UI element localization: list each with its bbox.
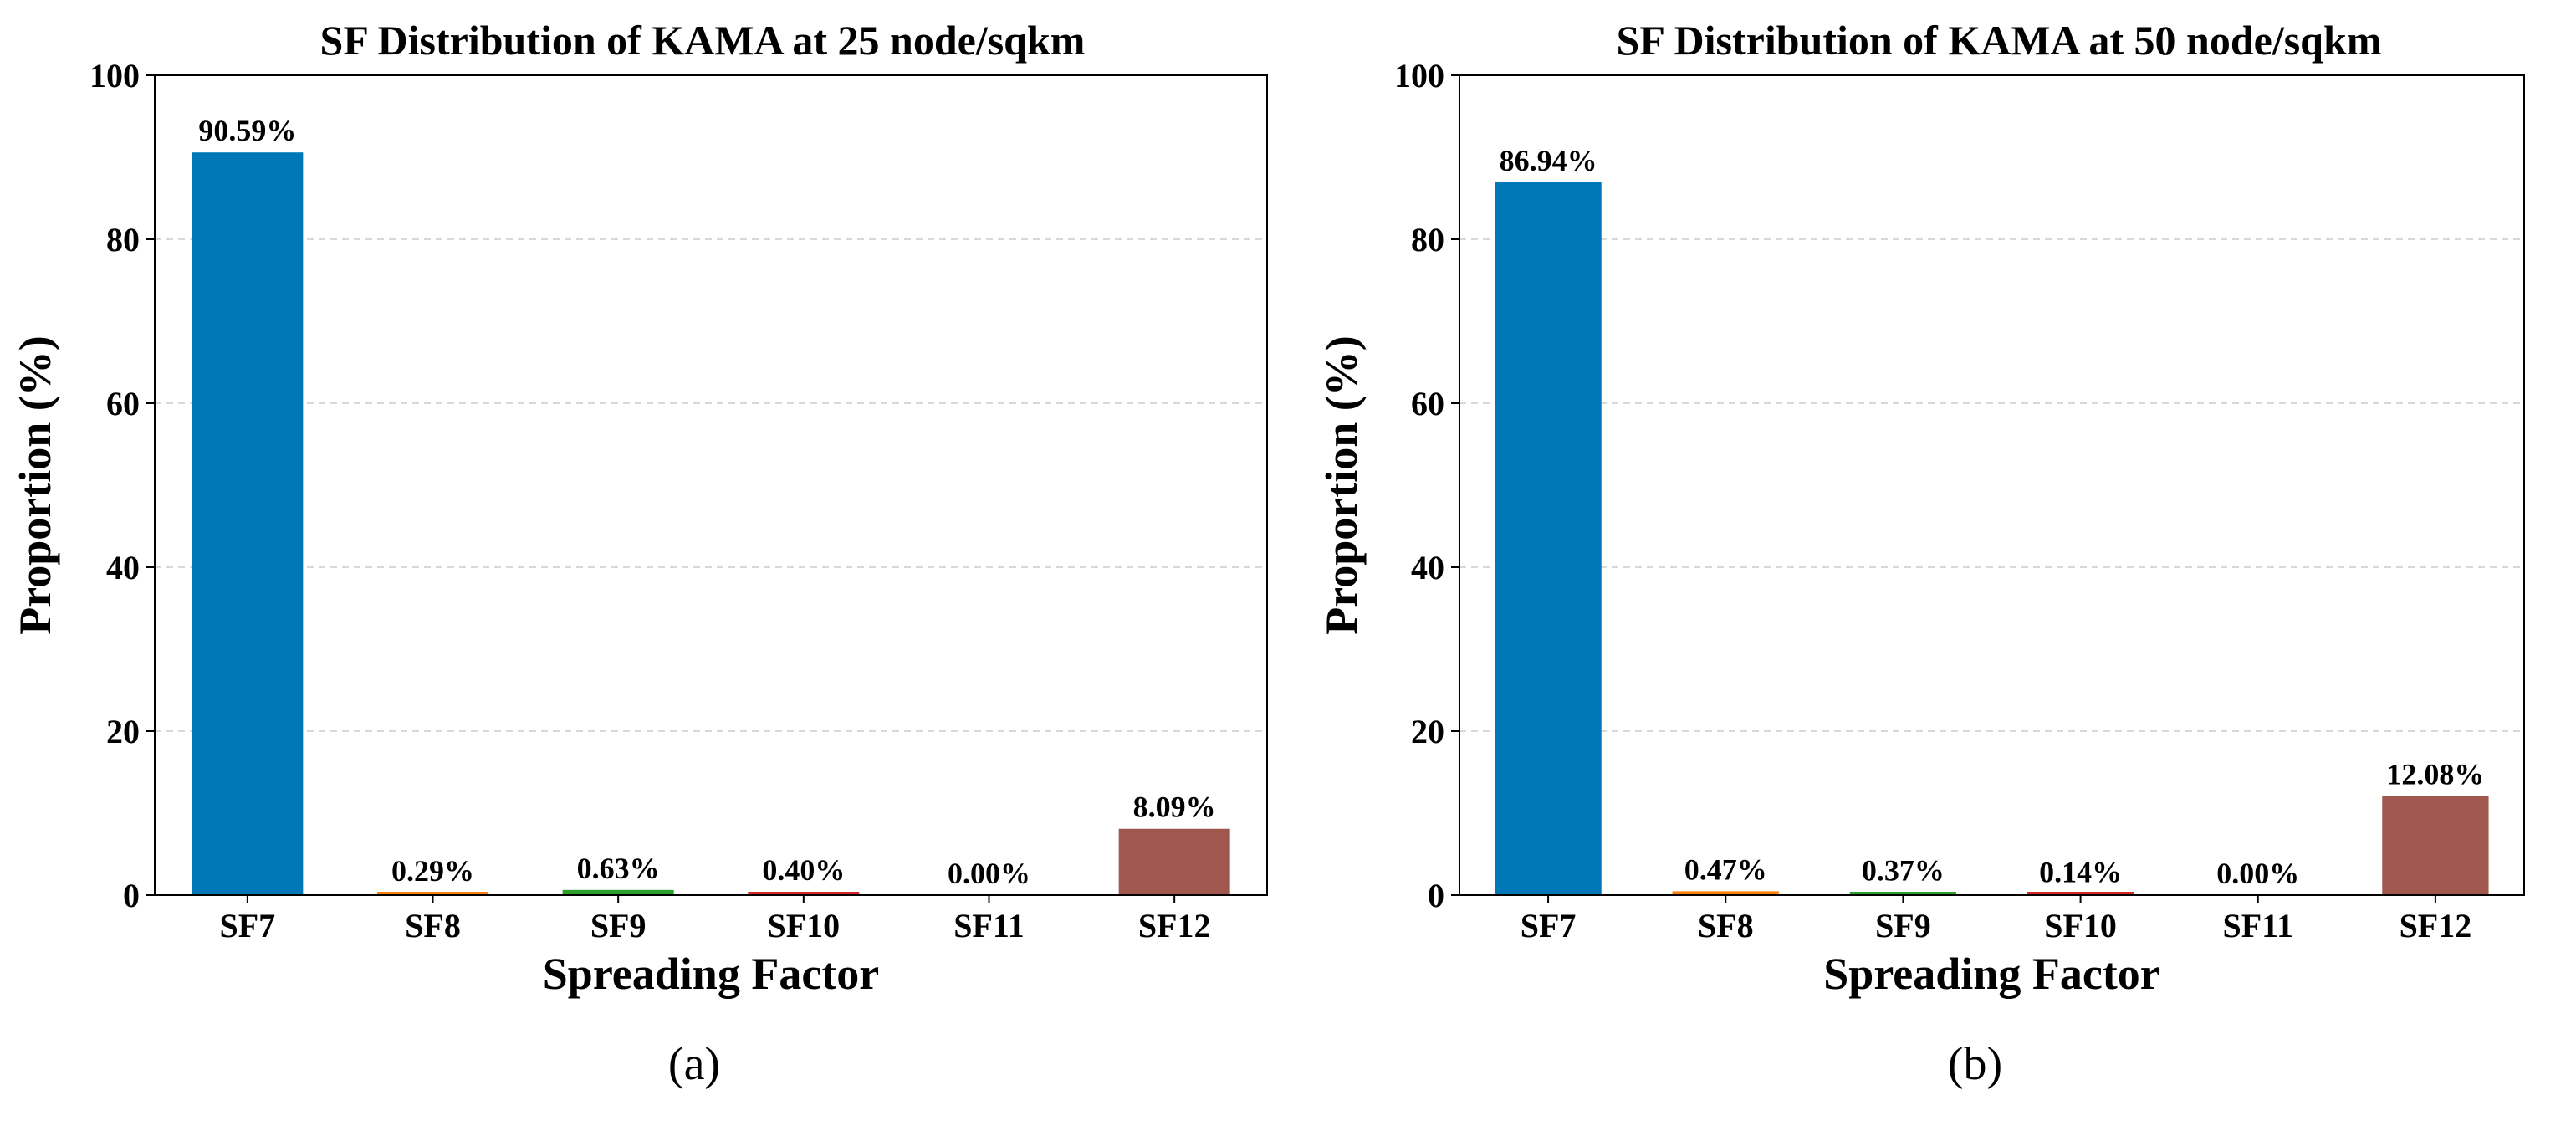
bar-sf10 xyxy=(748,892,860,895)
x-tick-label: SF7 xyxy=(1521,907,1577,944)
x-tick-label: SF10 xyxy=(2044,907,2117,944)
panel-label: (b) xyxy=(1948,1038,2002,1090)
plot-frame xyxy=(154,74,1268,896)
data-label: 86.94% xyxy=(1500,144,1597,177)
x-tick-label: SF12 xyxy=(2400,907,2472,944)
x-tick-label: SF11 xyxy=(2223,907,2293,944)
x-tick-label: SF11 xyxy=(953,907,1024,944)
chart-panel-a: 90.59% SF7 0.29% SF8 0.63% SF9 0.40% SF10 0.00% S… xyxy=(10,17,1268,1090)
chart-title: SF Distribution of KAMA at 25 node/sqkm xyxy=(320,17,1086,64)
plot-frame xyxy=(1459,74,2525,896)
y-tick-label: 60 xyxy=(106,385,140,422)
y-tick-label: 60 xyxy=(1411,385,1444,422)
bar-sf7 xyxy=(192,152,304,895)
x-tick-label: SF10 xyxy=(767,907,840,944)
y-tick-label: 80 xyxy=(106,221,140,258)
y-tick-label: 20 xyxy=(1411,713,1444,750)
data-label: 0.47% xyxy=(1684,852,1767,886)
data-label: 0.63% xyxy=(577,852,660,885)
data-label: 0.00% xyxy=(2216,857,2299,890)
x-tick-label: SF9 xyxy=(590,907,647,944)
x-tick-label: SF8 xyxy=(1698,907,1754,944)
data-label: 8.09% xyxy=(1133,791,1216,824)
bar-sf7 xyxy=(1495,182,1602,895)
x-tick-label: SF9 xyxy=(1875,907,1931,944)
bar-sf12 xyxy=(2382,796,2489,895)
data-label: 0.40% xyxy=(762,853,845,887)
x-tick-label: SF8 xyxy=(405,907,461,944)
y-tick-label: 0 xyxy=(1428,877,1444,914)
y-tick-label: 80 xyxy=(1411,221,1444,258)
bar-sf10 xyxy=(2027,892,2134,895)
data-label: 90.59% xyxy=(198,114,296,147)
y-tick-label: 100 xyxy=(89,57,140,95)
x-tick-label: SF12 xyxy=(1138,907,1211,944)
panel-label: (a) xyxy=(668,1038,720,1090)
x-tick-label: SF7 xyxy=(219,907,275,944)
y-tick-label: 20 xyxy=(106,713,140,750)
x-axis-label: Spreading Factor xyxy=(1823,949,2160,999)
bar-sf8 xyxy=(377,892,488,895)
bar-sf8 xyxy=(1672,891,1779,895)
data-label: 0.00% xyxy=(948,857,1030,890)
data-label: 12.08% xyxy=(2386,758,2484,791)
data-label: 0.29% xyxy=(391,854,474,888)
y-axis-label: Proportion (%) xyxy=(10,335,60,634)
y-tick-label: 0 xyxy=(123,877,140,914)
y-axis-label: Proportion (%) xyxy=(1316,335,1367,634)
y-tick-label: 100 xyxy=(1394,57,1444,95)
chart-title: SF Distribution of KAMA at 50 node/sqkm xyxy=(1617,17,2382,64)
bar-sf9 xyxy=(1849,892,1957,895)
y-tick-label: 40 xyxy=(1411,549,1444,586)
y-tick-label: 40 xyxy=(106,549,140,586)
bar-sf9 xyxy=(562,889,674,895)
data-label: 0.14% xyxy=(2039,856,2122,889)
data-label: 0.37% xyxy=(1862,853,1945,887)
bar-sf12 xyxy=(1118,828,1230,895)
chart-panel-b: 86.94% SF7 0.47% SF8 0.37% SF9 0.14% SF10 0.00% S… xyxy=(1316,17,2525,1090)
x-axis-label: Spreading Factor xyxy=(543,949,880,999)
